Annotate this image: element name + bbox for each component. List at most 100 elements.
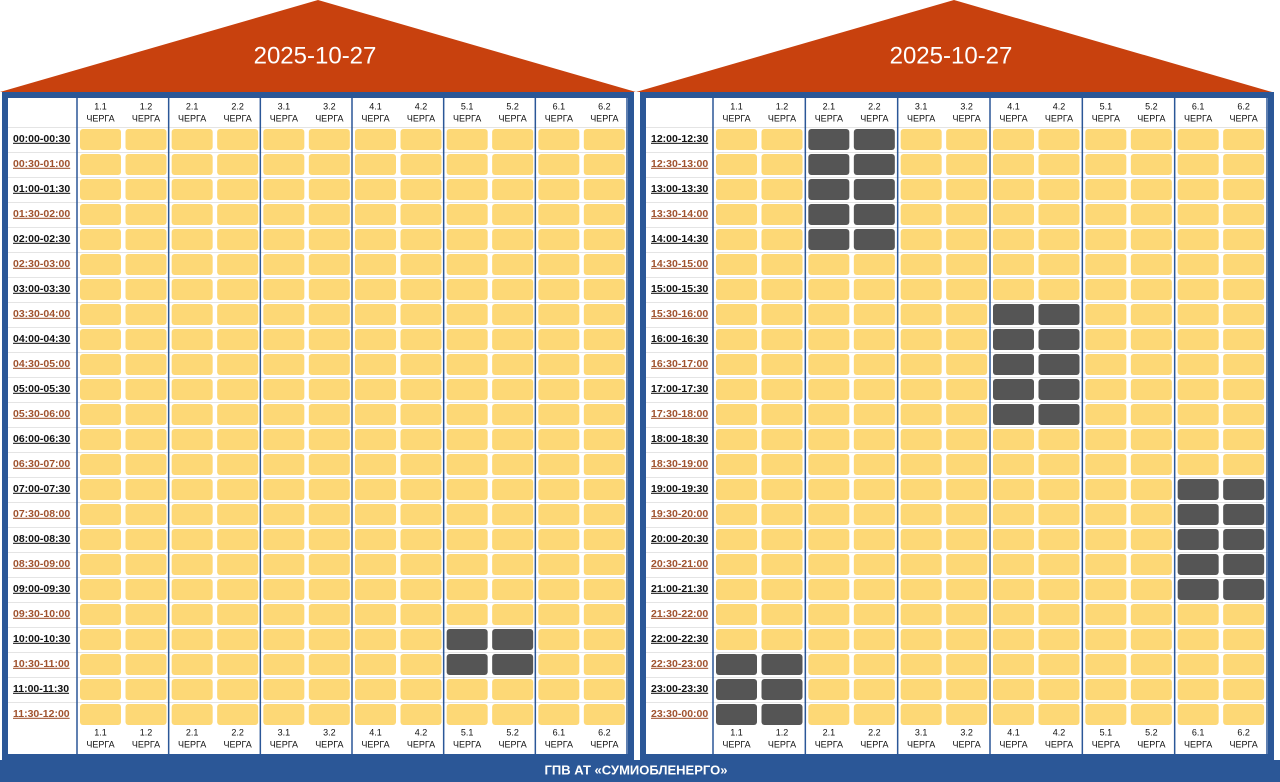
queue-word: ЧЕРГА [224,113,252,123]
cell [308,129,350,150]
cell [308,704,350,725]
queue-word: ЧЕРГА [815,113,843,123]
cell [583,179,625,200]
cell [1223,704,1265,725]
cell [993,129,1034,150]
cell [853,529,895,550]
cell [217,429,259,450]
cell [446,329,488,350]
footer-bar [0,760,1280,782]
time-label: 04:30-05:00 [13,358,70,370]
queue-id: 1.2 [776,727,789,737]
cell [538,479,580,500]
cell [900,129,942,150]
cell [993,704,1034,725]
cell [1130,304,1172,325]
queue-id: 5.2 [1145,101,1158,111]
queue-word: ЧЕРГА [315,739,343,749]
cell [125,304,167,325]
cell [171,604,213,625]
cell [125,329,167,350]
cell [1130,454,1172,475]
queue-word: ЧЕРГА [722,739,750,749]
cell [1038,179,1080,200]
cell [993,579,1034,600]
cell [171,479,213,500]
cell [716,129,757,150]
cell [1085,504,1127,525]
cell [355,329,396,350]
cell [400,579,442,600]
queue-word: ЧЕРГА [270,113,298,123]
cell [80,204,121,225]
cell [80,429,121,450]
cell [1038,479,1080,500]
cell [446,429,488,450]
cell [993,179,1034,200]
cell [171,379,213,400]
cell [400,654,442,675]
cell [946,304,988,325]
cell [1223,654,1265,675]
cell [853,204,895,225]
cell [716,354,757,375]
cell [583,679,625,700]
cell [946,229,988,250]
cell [80,654,121,675]
cell [808,304,850,325]
cell [171,504,213,525]
cell [900,379,942,400]
queue-word: ЧЕРГА [361,113,389,123]
cell [853,604,895,625]
cell [263,479,305,500]
cell [263,604,305,625]
cell [263,579,305,600]
time-label: 00:00-00:30 [13,133,70,145]
time-label: 23:30-00:00 [651,708,708,720]
time-label: 19:00-19:30 [651,483,708,495]
time-label: 02:30-03:00 [13,258,70,270]
cell [80,454,121,475]
date: 2025-10-27 [890,42,1013,69]
time-label: 10:00-10:30 [13,633,70,645]
cell [125,204,167,225]
cell [80,254,121,275]
cell [263,254,305,275]
cell [125,454,167,475]
cell [583,129,625,150]
cell [1130,554,1172,575]
cell [1038,279,1080,300]
cell [583,479,625,500]
cell [492,429,534,450]
cell [1085,679,1127,700]
cell [446,604,488,625]
cell [171,229,213,250]
cell [853,304,895,325]
cell [1223,554,1265,575]
cell [355,154,396,175]
cell [308,604,350,625]
cell [1038,154,1080,175]
cell [583,379,625,400]
cell [761,604,803,625]
cell [808,579,850,600]
cell [400,179,442,200]
cell [400,354,442,375]
queue-word: ЧЕРГА [860,739,888,749]
time-label: 06:30-07:00 [13,458,70,470]
cell [217,254,259,275]
cell [355,204,396,225]
cell [217,454,259,475]
cell [946,504,988,525]
cell [400,204,442,225]
cell [1085,454,1127,475]
cell [538,329,580,350]
cell [1085,154,1127,175]
cell [308,679,350,700]
cell [993,254,1034,275]
cell [900,229,942,250]
cell [761,429,803,450]
cell [492,454,534,475]
cell [1130,379,1172,400]
